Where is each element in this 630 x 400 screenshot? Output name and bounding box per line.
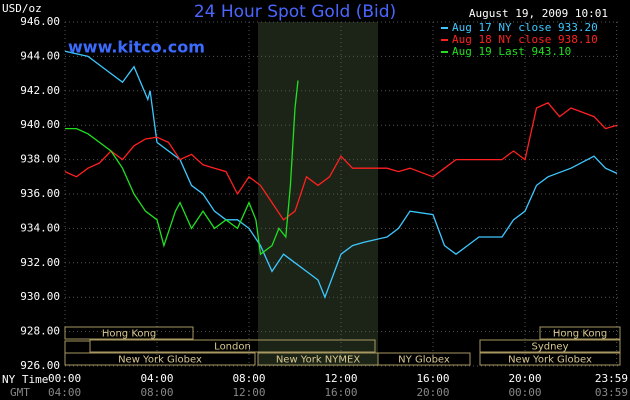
- session-box: [377, 352, 471, 366]
- y-tick-label: 928.00: [20, 325, 60, 338]
- session-label: New York NYMEX: [276, 355, 361, 366]
- session-box: [64, 326, 194, 340]
- session-label: Sydney: [531, 342, 568, 353]
- x-tick-label: 23:59: [595, 372, 628, 385]
- session-box: [479, 352, 621, 366]
- y-tick-label: 930.00: [20, 290, 60, 303]
- y-tick-label: 938.00: [20, 153, 60, 166]
- session-label: NY Globex: [398, 355, 450, 366]
- y-tick-label: 932.00: [20, 256, 60, 269]
- session-box: [539, 326, 621, 340]
- session-label: Hong Kong: [553, 329, 607, 340]
- x2-tick-label: 04:00: [48, 386, 81, 399]
- grid: [64, 21, 620, 367]
- y-tick-label: 934.00: [20, 221, 60, 234]
- legend-label: Aug 17 NY close 933.20: [452, 21, 598, 34]
- session-label: New York Globex: [118, 355, 202, 366]
- legend-label: Aug 19 Last 943.10: [452, 45, 571, 58]
- y-tick-label: 944.00: [20, 49, 60, 62]
- x2-tick-label: 08:00: [140, 386, 173, 399]
- x-tick-label: 04:00: [140, 372, 173, 385]
- sessions: Hong Kong London New York Globex New York N…: [64, 326, 621, 366]
- session-box: [479, 339, 621, 353]
- x2-tick-label: 20:00: [416, 386, 449, 399]
- y-tick-label: 946.00: [20, 15, 60, 28]
- session-label: London: [214, 342, 251, 353]
- x-tick-label: 12:00: [324, 372, 357, 385]
- session-label: New York Globex: [508, 355, 592, 366]
- x2-tick-label: 00:00: [508, 386, 541, 399]
- x-tick-label: 08:00: [232, 372, 265, 385]
- chart-title: 24 Hour Spot Gold (Bid): [194, 2, 396, 22]
- series-line: [64, 50, 618, 299]
- y-tick-label: 926.00: [20, 359, 60, 372]
- series-line: [64, 102, 618, 221]
- legend-label: Aug 18 NY close 938.10: [452, 33, 598, 46]
- x2-row-label: GMT: [10, 386, 30, 399]
- x-tick-label: 20:00: [508, 372, 541, 385]
- lines: [64, 50, 618, 299]
- x-tick-label: 00:00: [48, 372, 81, 385]
- session-label: Hong Kong: [102, 329, 156, 340]
- session-box: [89, 339, 376, 353]
- y-tick-label: 936.00: [20, 187, 60, 200]
- x-tick-label: 16:00: [416, 372, 449, 385]
- y-tick-label: 942.00: [20, 84, 60, 97]
- session-box: [64, 352, 256, 366]
- x-row-label: NY Time: [2, 373, 48, 386]
- watermark: www.kitco.com: [68, 38, 205, 57]
- x2-tick-label: 03:59: [595, 386, 628, 399]
- y-tick-label: 940.00: [20, 118, 60, 131]
- y-axis-label: USD/oz: [2, 2, 42, 15]
- series-line: [65, 80, 299, 256]
- x2-tick-label: 12:00: [232, 386, 265, 399]
- x2-tick-label: 16:00: [324, 386, 357, 399]
- timestamp: August 19, 2009 10:01: [469, 7, 608, 20]
